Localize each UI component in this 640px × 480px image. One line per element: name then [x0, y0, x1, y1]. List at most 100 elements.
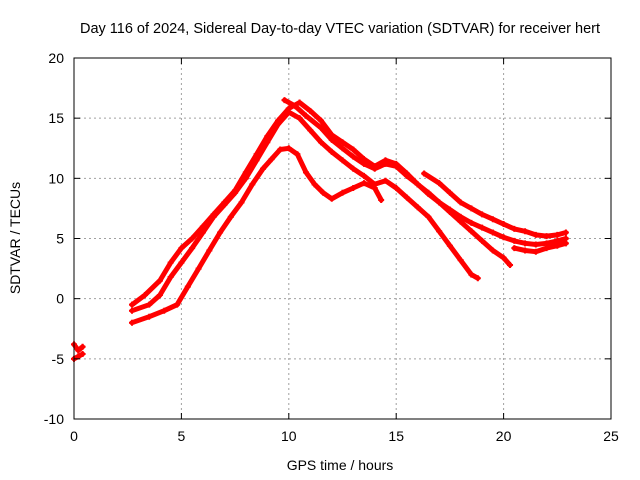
- data-point: [253, 157, 260, 164]
- data-point: [371, 184, 378, 191]
- y-tick-label: 20: [48, 50, 64, 66]
- data-point: [479, 237, 486, 244]
- data-point: [393, 163, 400, 170]
- data-point: [339, 157, 346, 164]
- data-point: [302, 112, 309, 119]
- data-point: [189, 245, 196, 252]
- data-point: [141, 292, 148, 299]
- x-tick-label: 0: [70, 428, 78, 444]
- data-point: [522, 240, 529, 247]
- data-point: [393, 184, 400, 191]
- data-point: [479, 224, 486, 231]
- data-point: [360, 180, 367, 187]
- data-point: [350, 184, 357, 191]
- data-point: [382, 160, 389, 167]
- data-point: [156, 277, 163, 284]
- data-point: [500, 254, 507, 261]
- data-point: [382, 177, 389, 184]
- series-track-8: [511, 240, 569, 255]
- data-point: [227, 213, 234, 220]
- data-point: [468, 205, 475, 212]
- data-point: [178, 245, 185, 252]
- data-point: [414, 181, 421, 188]
- y-axis-label: SDTVAR / TECUs: [7, 182, 23, 294]
- data-point: [128, 301, 135, 308]
- data-point: [281, 97, 288, 104]
- data-point: [189, 235, 196, 242]
- data-point: [328, 148, 335, 155]
- data-point: [174, 301, 181, 308]
- data-point: [511, 237, 518, 244]
- series-track-7: [421, 170, 569, 240]
- data-point: [206, 247, 213, 254]
- axis-ticks: 0 5 10 15 20 25 -10 -5 0 5 10 15 20: [44, 50, 619, 444]
- data-point: [296, 99, 303, 106]
- data-point: [371, 165, 378, 172]
- x-tick-label: 15: [388, 428, 404, 444]
- data-point: [360, 172, 367, 179]
- data-point: [294, 151, 301, 158]
- data-point: [436, 228, 443, 235]
- data-point: [275, 121, 282, 128]
- data-point: [128, 307, 135, 314]
- data-point: [307, 127, 314, 134]
- data-point: [75, 347, 82, 354]
- data-point: [511, 225, 518, 232]
- data-point: [562, 240, 569, 247]
- data-point: [318, 139, 325, 146]
- data-point: [436, 199, 443, 206]
- data-point: [285, 145, 292, 152]
- data-point: [264, 139, 271, 146]
- data-point: [339, 139, 346, 146]
- data-point: [318, 124, 325, 131]
- data-point: [457, 213, 464, 220]
- data-point: [403, 194, 410, 201]
- data-point: [217, 229, 224, 236]
- data-point: [532, 231, 539, 238]
- data-point: [260, 165, 267, 172]
- data-point: [468, 271, 475, 278]
- data-point: [489, 247, 496, 254]
- data-point: [554, 242, 561, 249]
- data-point: [199, 229, 206, 236]
- y-tick-label: -10: [44, 411, 64, 427]
- data-point: [350, 153, 357, 160]
- data-point: [156, 292, 163, 299]
- data-point: [195, 265, 202, 272]
- data-point: [474, 275, 481, 282]
- data-point: [339, 145, 346, 152]
- data-point: [161, 307, 168, 314]
- data-point: [403, 172, 410, 179]
- series-track-5: [128, 145, 385, 326]
- data-point: [543, 245, 550, 252]
- data-point: [522, 228, 529, 235]
- data-point: [296, 115, 303, 122]
- data-point: [221, 201, 228, 208]
- data-point: [457, 199, 464, 206]
- data-point: [425, 213, 432, 220]
- data-point: [350, 146, 357, 153]
- data-point: [167, 274, 174, 281]
- data-point: [328, 136, 335, 143]
- data-point: [285, 109, 292, 116]
- y-tick-label: 5: [56, 231, 64, 247]
- data-point: [178, 259, 185, 266]
- data-point: [378, 196, 385, 203]
- data-point: [350, 165, 357, 172]
- data-point: [414, 204, 421, 211]
- data-point: [210, 213, 217, 220]
- series-track-6: [281, 97, 569, 248]
- data-point: [507, 261, 514, 268]
- y-tick-label: 0: [56, 291, 64, 307]
- data-point: [489, 216, 496, 223]
- data-point: [328, 195, 335, 202]
- data-point: [238, 199, 245, 206]
- data-point: [302, 169, 309, 176]
- data-point: [184, 283, 191, 290]
- data-point: [320, 189, 327, 196]
- y-tick-label: 10: [48, 170, 64, 186]
- data-point: [79, 351, 86, 358]
- data-point: [489, 229, 496, 236]
- x-tick-label: 5: [178, 428, 186, 444]
